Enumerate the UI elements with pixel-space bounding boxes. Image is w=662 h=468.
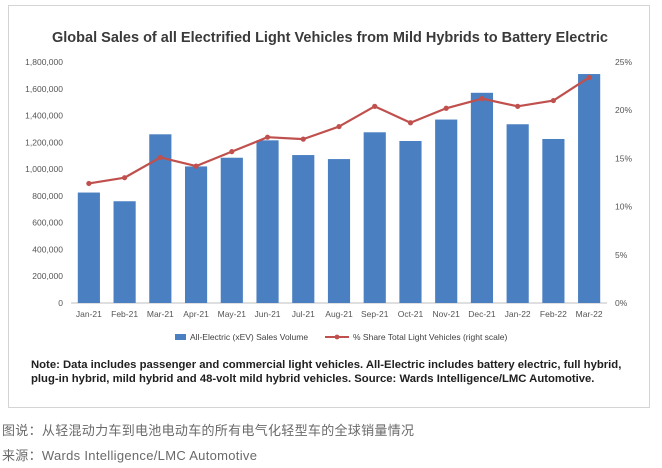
chart-canvas: 0 200,000 400,000 600,000 800,000 1,000,000 1,…	[25, 57, 632, 342]
bar	[113, 201, 136, 303]
x-tick-label: Mar-22	[576, 309, 603, 319]
bar	[470, 92, 494, 304]
legend-swatch-bars	[175, 334, 186, 340]
x-tick-label: Jul-21	[292, 309, 315, 319]
x-tick-label: Jan-22	[505, 309, 531, 319]
share-point	[443, 105, 449, 111]
bar	[256, 140, 279, 303]
y-right-tick-label: 25%	[615, 57, 632, 67]
chart-title: Global Sales of all Electrified Light Ve…	[52, 30, 608, 46]
y-right-tick-label: 20%	[615, 105, 632, 115]
bar	[292, 155, 315, 303]
x-tick-label: Apr-21	[183, 309, 209, 319]
figure-source: 来源：Wards Intelligence/LMC Automotive	[2, 448, 258, 463]
share-point	[86, 180, 92, 187]
x-tick-label: Oct-21	[398, 309, 424, 319]
share-point	[157, 154, 163, 161]
bar	[327, 159, 351, 303]
bar	[506, 124, 529, 303]
share-point	[550, 97, 557, 104]
share-point	[229, 149, 235, 155]
share-point	[515, 103, 521, 109]
share-point	[336, 123, 342, 130]
y-left-tick-label: 400,000	[32, 244, 63, 254]
x-tick-label: Mar-21	[147, 309, 174, 319]
share-point	[407, 120, 414, 126]
x-tick-label: Aug-21	[325, 309, 353, 319]
x-tick-label: Sep-21	[361, 309, 389, 319]
legend-label-bars: All-Electric (xEV) Sales Volume	[190, 332, 308, 342]
y-right-tick-label: 15%	[615, 153, 632, 163]
bar	[149, 134, 172, 303]
bar	[578, 74, 601, 303]
legend-label-line: % Share Total Light Vehicles (right scal…	[353, 332, 508, 342]
share-point	[264, 134, 271, 140]
y-right-tick-label: 5%	[615, 250, 628, 260]
bar	[542, 138, 565, 303]
legend-swatch-marker	[334, 334, 340, 340]
x-tick-label: Jan-21	[76, 309, 102, 319]
y-left-tick-label: 800,000	[32, 191, 63, 201]
bar	[77, 192, 100, 303]
share-point	[372, 103, 378, 109]
x-tick-label: Feb-22	[540, 309, 567, 319]
x-tick-label: Nov-21	[432, 309, 460, 319]
share-point	[193, 163, 199, 169]
y-left-tick-label: 600,000	[32, 218, 63, 228]
y-left-tick-label: 200,000	[32, 271, 63, 281]
chart-note: Note: Data includes passenger and commer…	[31, 359, 622, 385]
x-tick-label: Feb-21	[111, 309, 138, 319]
bar	[363, 132, 386, 303]
share-point	[122, 175, 128, 181]
bar	[399, 140, 422, 303]
chart-frame: Global Sales of all Electrified Light Ve…	[8, 5, 650, 408]
share-point	[300, 136, 306, 142]
y-right-tick-label: 10%	[615, 202, 632, 212]
bar	[184, 166, 208, 303]
y-left-tick-label: 1,400,000	[25, 111, 63, 121]
y-left-tick-label: 0	[58, 298, 63, 308]
bar	[220, 157, 243, 303]
y-left-tick-label: 1,200,000	[25, 137, 63, 147]
x-tick-label: Dec-21	[468, 309, 496, 319]
x-tick-label: May-21	[218, 309, 247, 319]
share-point	[586, 74, 592, 81]
y-left-tick-label: 1,600,000	[25, 84, 63, 94]
bar	[435, 119, 458, 303]
figure-caption: 图说：从轻混动力车到电池电动车的所有电气化轻型车的全球销量情况	[2, 423, 415, 438]
x-tick-label: Jun-21	[255, 309, 281, 319]
y-left-tick-label: 1,000,000	[25, 164, 63, 174]
y-left-tick-label: 1,800,000	[25, 57, 63, 67]
y-right-tick-label: 0%	[615, 298, 628, 308]
share-point	[479, 96, 485, 102]
